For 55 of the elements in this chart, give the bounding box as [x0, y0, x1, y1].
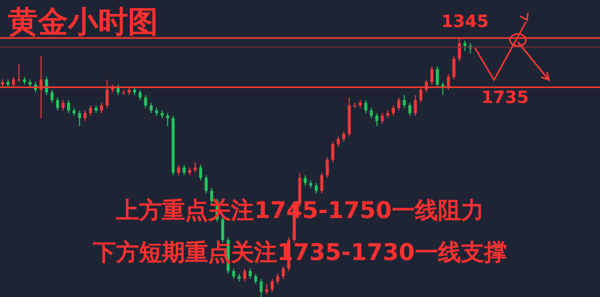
candlestick	[84, 110, 87, 122]
candlestick	[199, 164, 202, 181]
candlestick	[342, 130, 346, 142]
candlestick	[402, 94, 406, 108]
candlestick	[243, 268, 246, 282]
candlestick	[364, 100, 368, 114]
candlestick	[182, 164, 186, 176]
candlestick	[419, 86, 422, 104]
candlestick	[304, 174, 307, 186]
candlestick	[397, 97, 400, 112]
candlestick	[458, 38, 461, 62]
candlestick	[436, 66, 439, 88]
candlestick	[282, 265, 285, 280]
candlestick	[331, 141, 334, 163]
candlestick	[67, 100, 70, 114]
candlestick	[18, 63, 21, 83]
candlestick	[194, 162, 197, 174]
candlestick	[314, 182, 318, 194]
text: 1735	[480, 88, 530, 108]
chart-title: 黄金小时图	[8, 4, 158, 42]
candlestick	[204, 174, 208, 194]
candlestick	[452, 56, 456, 80]
candlestick	[375, 112, 378, 127]
candlestick	[270, 278, 274, 292]
candlestick	[50, 89, 54, 104]
candlestick	[408, 102, 412, 116]
candlestick	[100, 102, 104, 114]
candlestick	[380, 112, 384, 124]
candlestick	[254, 273, 258, 285]
candlestick	[336, 136, 340, 148]
candlestick	[78, 110, 82, 127]
candlestick	[446, 74, 450, 90]
candlestick	[166, 112, 170, 127]
candlestick	[150, 102, 153, 114]
candlestick	[248, 268, 252, 280]
candlestick	[177, 164, 180, 176]
candlestick	[138, 89, 142, 101]
candlestick	[463, 40, 466, 52]
candlestick	[62, 100, 65, 112]
candlestick	[265, 284, 268, 295]
candlestick	[430, 66, 434, 86]
candlestick	[56, 97, 60, 112]
candlestick	[414, 94, 417, 116]
text: 1345	[440, 12, 490, 32]
candlestick	[320, 172, 324, 194]
candlestick	[326, 156, 329, 178]
candlestick	[260, 278, 263, 297]
candlestick	[370, 107, 373, 119]
candlestick	[12, 76, 16, 88]
candlestick	[276, 273, 280, 285]
candlestick	[144, 94, 148, 108]
candlestick	[106, 78, 109, 108]
candlestick	[392, 104, 395, 116]
candlestick	[89, 104, 92, 116]
candlestick	[232, 268, 236, 280]
